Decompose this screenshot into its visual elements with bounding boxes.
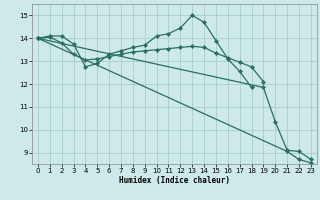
- X-axis label: Humidex (Indice chaleur): Humidex (Indice chaleur): [119, 176, 230, 185]
